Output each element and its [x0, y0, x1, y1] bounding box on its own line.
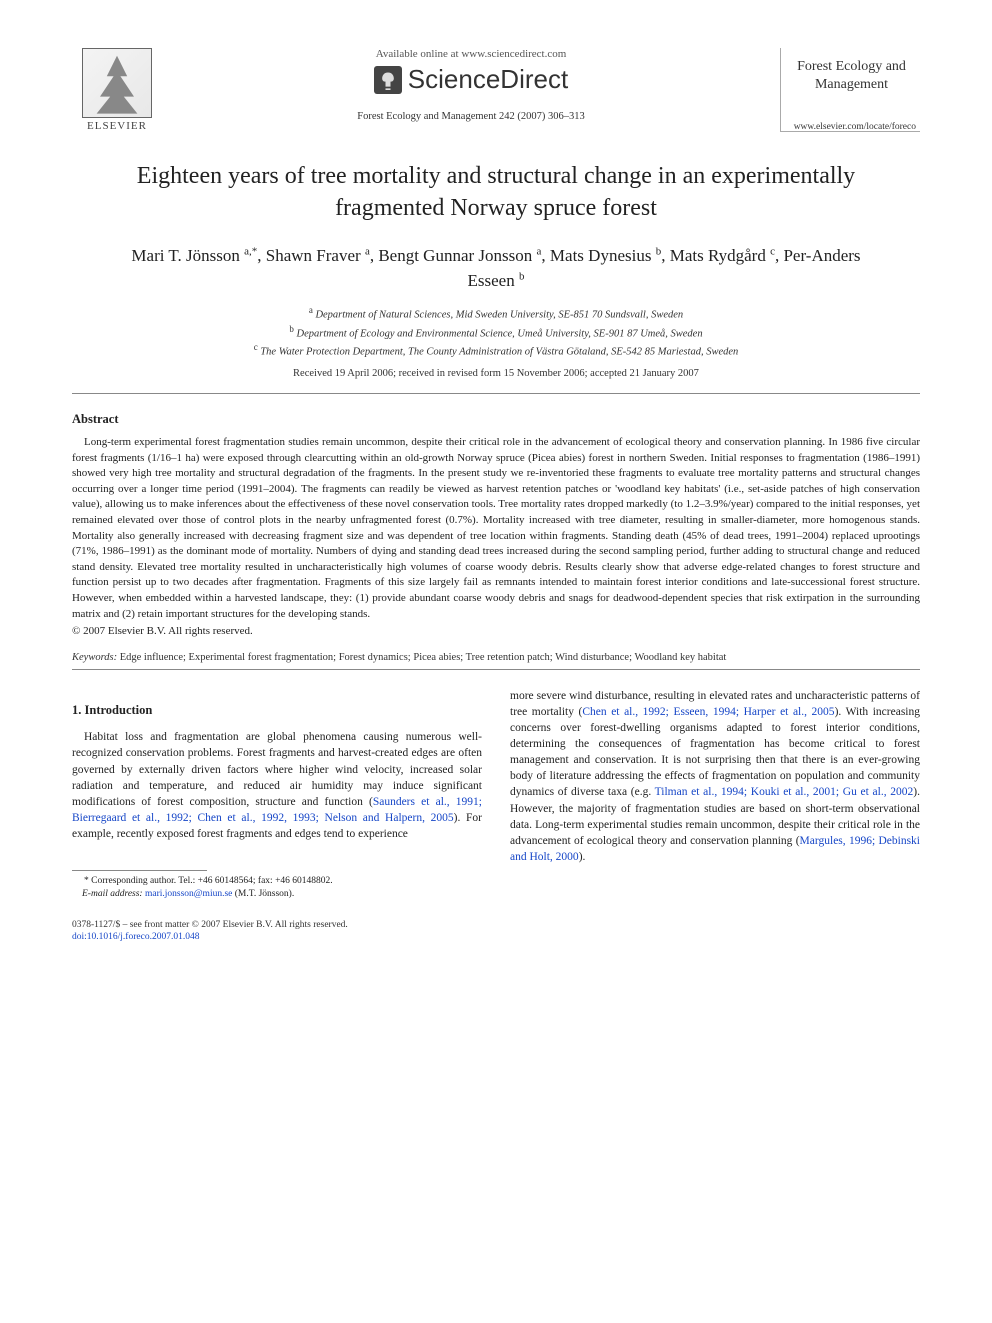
divider-after-keywords — [72, 669, 920, 670]
intro-heading: 1. Introduction — [72, 702, 482, 720]
available-online-text: Available online at www.sciencedirect.co… — [174, 48, 768, 60]
corresponding-author-footnote: * Corresponding author. Tel.: +46 601485… — [72, 875, 482, 888]
abstract-body: Long-term experimental forest fragmentat… — [72, 435, 920, 622]
sciencedirect-icon — [374, 66, 402, 94]
header-center: Available online at www.sciencedirect.co… — [162, 48, 780, 122]
citation-link-2[interactable]: Chen et al., 1992; Esseen, 1994; Harper … — [582, 706, 834, 718]
email-link[interactable]: mari.jonsson@miun.se — [145, 889, 232, 899]
abstract-copyright: © 2007 Elsevier B.V. All rights reserved… — [72, 624, 920, 640]
column-right: more severe wind disturbance, resulting … — [510, 688, 920, 901]
elsevier-tree-icon — [82, 48, 152, 118]
intro-paragraph-left: Habitat loss and fragmentation are globa… — [72, 729, 482, 842]
article-dates: Received 19 April 2006; received in revi… — [72, 368, 920, 379]
intro-text-4: ). With increasing concerns over forest-… — [510, 706, 920, 798]
abstract-heading: Abstract — [72, 412, 920, 427]
elsevier-block: ELSEVIER — [72, 48, 162, 132]
sciencedirect-wordmark: ScienceDirect — [408, 64, 568, 95]
affiliation-c: c The Water Protection Department, The C… — [102, 341, 890, 360]
authors-list: Mari T. Jönsson a,*, Shawn Fraver a, Ben… — [112, 243, 880, 294]
issn-line: 0378-1127/$ – see front matter © 2007 El… — [72, 919, 920, 932]
body-columns: 1. Introduction Habitat loss and fragmen… — [72, 688, 920, 901]
affiliation-a: a Department of Natural Sciences, Mid Sw… — [102, 304, 890, 323]
sciencedirect-logo-row: ScienceDirect — [174, 64, 768, 95]
column-left: 1. Introduction Habitat loss and fragmen… — [72, 688, 482, 901]
email-attribution: (M.T. Jönsson). — [232, 889, 294, 899]
page-footer: 0378-1127/$ – see front matter © 2007 El… — [72, 919, 920, 945]
affiliations: a Department of Natural Sciences, Mid Sw… — [102, 304, 890, 360]
journal-reference: Forest Ecology and Management 242 (2007)… — [174, 111, 768, 122]
article-title: Eighteen years of tree mortality and str… — [112, 160, 880, 225]
page-header: ELSEVIER Available online at www.science… — [72, 48, 920, 132]
journal-title: Forest Ecology and Management — [791, 58, 912, 93]
elsevier-label: ELSEVIER — [72, 120, 162, 132]
email-footnote: E-mail address: mari.jonsson@miun.se (M.… — [72, 888, 482, 901]
keywords: Keywords: Edge influence; Experimental f… — [72, 652, 920, 663]
keywords-label: Keywords: — [72, 652, 117, 663]
journal-cover-box: Forest Ecology and Management — [780, 48, 920, 132]
citation-link-3[interactable]: Tilman et al., 1994; Kouki et al., 2001;… — [655, 786, 914, 798]
email-label: E-mail address: — [82, 889, 143, 899]
footnote-rule — [72, 870, 207, 871]
intro-paragraph-right: more severe wind disturbance, resulting … — [510, 688, 920, 865]
affiliation-b: b Department of Ecology and Environmenta… — [102, 323, 890, 342]
intro-text-6: ). — [579, 851, 586, 863]
divider-after-dates — [72, 393, 920, 394]
keywords-list: Edge influence; Experimental forest frag… — [120, 652, 727, 663]
doi-link[interactable]: doi:10.1016/j.foreco.2007.01.048 — [72, 931, 920, 944]
